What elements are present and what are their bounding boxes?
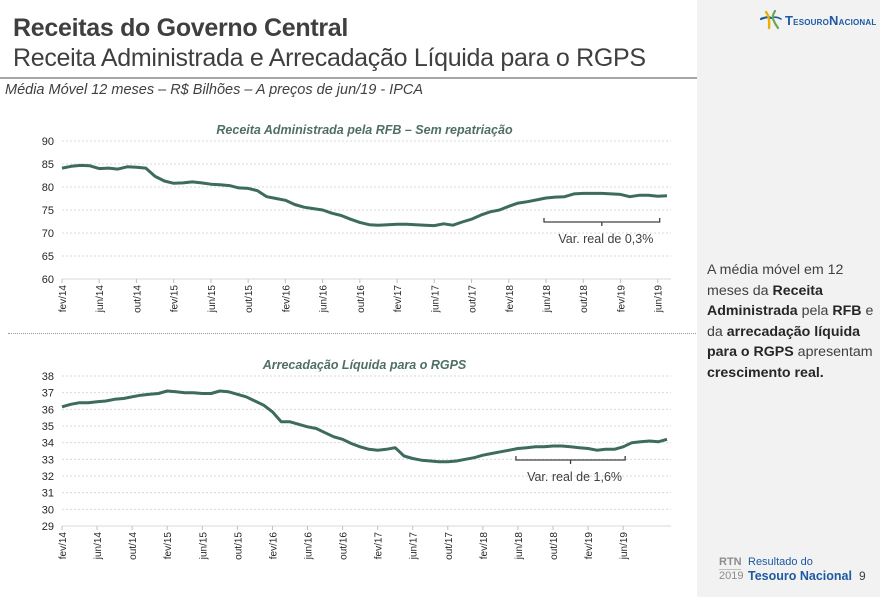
footer-resultado: Resultado do (748, 556, 813, 568)
y-tick-label: 31 (42, 488, 54, 500)
summary-text-part: crescimento real. (707, 364, 824, 381)
series-line (61, 389, 668, 464)
summary-text-part: pela (797, 303, 833, 319)
y-tick-label: 34 (42, 438, 54, 450)
chart-title: Receita Administrada pela RFB – Sem repa… (216, 123, 513, 137)
footer-year: 2019 (719, 570, 744, 582)
x-tick-label: jun/19 (654, 285, 665, 314)
page-subtitle: Receita Administrada e Arrecadação Líqui… (13, 44, 646, 72)
x-tick-label: fev/19 (616, 285, 627, 313)
header-divider (0, 77, 697, 79)
x-tick-label: fev/16 (281, 285, 292, 313)
x-tick-label: fev/14 (58, 532, 69, 560)
tesouro-nacional-logo: TesouroNacional (760, 10, 876, 30)
chart-arrecadacao-rgps-svg: Arrecadação Líquida para o RGPS 29 30 31 32 3… (42, 358, 671, 561)
chart-title: Arrecadação Líquida para o RGPS (262, 358, 467, 372)
logo-text-second: acional (838, 15, 877, 28)
annotation-bracket (515, 456, 626, 464)
footer-tesouro: Tesouro Nacional (748, 569, 852, 583)
x-tick-label: fev/19 (584, 532, 595, 560)
x-tick-label: out/16 (356, 285, 367, 313)
x-tick-label: jun/17 (430, 285, 441, 314)
summary-text-part: e da (707, 303, 874, 340)
content-area: Receitas do Governo Central Receita Admi… (0, 14, 697, 585)
y-tick-label: 36 (42, 404, 54, 416)
units-note: Média Móvel 12 meses – R$ Bilhões – A pr… (5, 82, 424, 98)
summary-text-part: RFB (832, 303, 862, 319)
x-tick-label: jun/15 (198, 532, 209, 561)
x-tick-label: fev/18 (505, 285, 516, 313)
x-tick-label: out/16 (339, 532, 350, 560)
y-tick-label: 70 (42, 228, 54, 240)
x-tick-label: jun/18 (542, 285, 553, 314)
y-tick-label: 80 (42, 182, 54, 194)
y-tick-label: 29 (42, 521, 54, 533)
y-tick-label: 33 (42, 454, 54, 466)
summary-text-part: apresentam (793, 344, 873, 360)
y-tick-label: 75 (42, 205, 54, 217)
x-tick-label: out/17 (444, 532, 455, 560)
x-tick-label: jun/18 (514, 532, 525, 561)
y-tick-label: 85 (42, 159, 54, 171)
logo-text-first: esouro (793, 15, 830, 28)
y-tick-label: 35 (42, 421, 54, 433)
x-tick-label: out/18 (549, 532, 560, 560)
y-tick-label: 90 (42, 136, 54, 148)
annotation-bracket (543, 218, 661, 226)
x-tick-label: fev/18 (479, 532, 490, 560)
y-tick-label: 38 (42, 371, 54, 383)
x-tick-label: out/14 (128, 532, 139, 560)
x-tick-label: out/18 (579, 285, 590, 313)
y-tick-label: 65 (42, 251, 54, 263)
annotation-label: Var. real de 0,3% (558, 232, 653, 246)
y-tick-label: 60 (42, 274, 54, 286)
page-number: 9 (859, 569, 866, 583)
chart-receita-administrada-svg: Receita Administrada pela RFB – Sem repa… (42, 123, 671, 314)
x-tick-label: fev/17 (374, 532, 385, 560)
x-tick-label: jun/17 (409, 532, 420, 561)
logo-text: TesouroNacional (785, 12, 877, 28)
summary-text-part: Receita Administrada (707, 282, 823, 320)
footer: RTN 2019 Resultado do Tesouro Nacional 9 (719, 556, 879, 586)
x-tick-label: fev/14 (58, 285, 69, 313)
series-line (61, 163, 668, 228)
x-tick-label: jun/14 (95, 285, 106, 314)
x-tick-label: fev/16 (268, 532, 279, 560)
summary-text-part: arrecadação líquida para o RGPS (707, 323, 860, 361)
chart-separator (8, 333, 696, 334)
x-tick-label: jun/16 (319, 285, 330, 314)
summary-text-part: A média móvel em 12 meses da (707, 262, 844, 299)
y-tick-label: 30 (42, 504, 54, 516)
x-tick-label: fev/15 (163, 532, 174, 560)
x-tick-label: jun/15 (207, 285, 218, 314)
x-tick-label: out/15 (244, 285, 255, 313)
y-tick-label: 32 (42, 471, 54, 483)
tesouro-star-icon (760, 10, 782, 30)
footer-rtn: RTN (719, 556, 742, 568)
side-panel (697, 0, 880, 597)
x-tick-label: fev/15 (170, 285, 181, 313)
chart-receita-administrada: Receita Administrada pela RFB – Sem repa… (0, 110, 697, 330)
y-tick-label: 37 (42, 388, 54, 400)
footer-divider (719, 569, 741, 570)
x-tick-label: out/14 (132, 285, 143, 313)
x-tick-label: jun/19 (619, 532, 630, 561)
x-tick-label: out/17 (468, 285, 479, 313)
x-tick-label: jun/14 (93, 532, 104, 561)
chart-arrecadacao-rgps: Arrecadação Líquida para o RGPS 29 30 31 32 3… (0, 345, 697, 585)
x-tick-label: out/15 (233, 532, 244, 560)
x-tick-label: jun/16 (304, 532, 315, 561)
x-tick-label: fev/17 (393, 285, 404, 313)
summary-text: A média móvel em 12 meses da Receita Adm… (707, 260, 879, 383)
annotation-label: Var. real de 1,6% (527, 470, 622, 484)
page-title: Receitas do Governo Central (13, 14, 349, 42)
